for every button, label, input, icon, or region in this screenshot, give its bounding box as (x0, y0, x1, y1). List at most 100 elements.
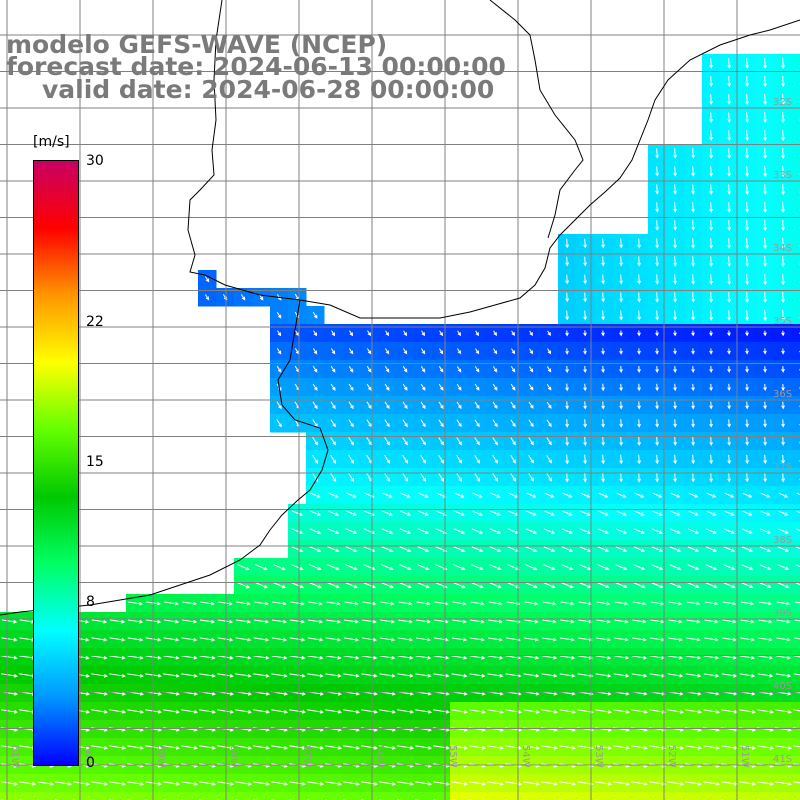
wind-arrow (272, 619, 287, 624)
wind-arrow (416, 619, 431, 624)
wind-arrow (542, 619, 557, 624)
wind-cell (0, 792, 19, 800)
wind-arrow (781, 93, 786, 106)
wind-arrow (489, 546, 502, 553)
wind-arrow (709, 58, 714, 69)
wind-arrow (740, 637, 755, 642)
wind-arrow (795, 546, 800, 550)
wind-arrow (451, 709, 468, 714)
wind-arrow (492, 437, 498, 446)
wind-arrow (109, 745, 126, 750)
wind-arrow (416, 601, 431, 606)
wind-arrow (528, 401, 534, 409)
wind-arrow (601, 348, 605, 355)
wind-arrow (777, 546, 789, 552)
wind-arrow (525, 564, 538, 571)
wind-arrow (541, 781, 558, 786)
wind-cell (216, 792, 235, 800)
wind-arrow (781, 129, 786, 142)
wind-cell (756, 792, 775, 800)
wind-arrow (793, 745, 800, 748)
wind-arrow (399, 510, 411, 516)
wind-arrow (565, 348, 569, 355)
wind-arrow (453, 546, 466, 553)
wind-arrow (745, 366, 749, 373)
wind-arrow (763, 147, 768, 160)
wind-arrow (510, 437, 516, 446)
wind-arrow (775, 781, 792, 786)
wind-arrow (384, 454, 391, 464)
wind-arrow (794, 601, 800, 604)
wind-arrow (691, 256, 696, 267)
valid-date: valid date: 2024-06-28 00:00:00 (42, 75, 495, 104)
wind-arrow (55, 781, 72, 786)
wind-arrow (793, 781, 800, 784)
wind-arrow (271, 673, 288, 678)
wind-arrow (723, 582, 736, 589)
legend-tick-label: 22 (86, 313, 104, 330)
wind-arrow (655, 454, 660, 465)
wind-speed-cells (0, 54, 800, 800)
wind-arrow (420, 348, 426, 355)
wind-arrow (667, 709, 684, 714)
wind-arrow (691, 472, 696, 483)
wind-arrow (276, 348, 282, 355)
wind-arrow (763, 309, 768, 322)
wind-cell (252, 792, 271, 800)
wind-arrow (507, 582, 520, 589)
wind-arrow (597, 546, 610, 552)
wind-arrow (703, 709, 720, 714)
wind-arrow (291, 510, 303, 516)
wind-arrow (619, 401, 623, 410)
wind-arrow (727, 366, 731, 373)
wind-arrow (742, 528, 753, 534)
wind-arrow (745, 383, 749, 392)
wind-arrow (456, 419, 462, 428)
wind-cell (792, 450, 800, 469)
wind-arrow (760, 492, 771, 498)
wind-arrow (619, 330, 623, 337)
wind-arrow (703, 655, 719, 660)
wind-arrow (487, 709, 504, 714)
wind-arrow (565, 365, 569, 374)
wind-arrow (633, 582, 646, 589)
wind-arrow (614, 619, 629, 624)
wind-arrow (565, 310, 570, 321)
wind-arrow (727, 112, 732, 123)
wind-arrow (542, 637, 557, 642)
wind-arrow (745, 202, 750, 213)
wind-arrow (632, 637, 647, 642)
wind-arrow (565, 292, 570, 303)
wind-arrow (655, 401, 659, 410)
wind-arrow (619, 472, 624, 483)
wind-arrow (565, 472, 570, 483)
wind-arrow (655, 148, 660, 159)
wind-arrow (745, 472, 750, 483)
wind-arrow (523, 745, 540, 750)
wind-arrow (91, 673, 108, 678)
wind-arrow (276, 311, 282, 319)
wind-arrow (475, 348, 480, 355)
color-scale-bar (33, 160, 79, 766)
wind-arrow (510, 401, 516, 409)
wind-arrow (415, 655, 432, 660)
wind-arrow (236, 582, 250, 589)
wind-arrow (745, 256, 750, 267)
wind-cell (198, 792, 217, 800)
wind-arrow (474, 472, 481, 482)
wind-arrow (740, 655, 755, 660)
wind-arrow (781, 454, 785, 465)
wind-arrow (398, 582, 412, 589)
wind-arrow (420, 454, 426, 464)
wind-arrow (109, 673, 126, 678)
wind-arrow (199, 673, 216, 678)
wind-arrow (362, 582, 376, 589)
wind-arrow (686, 619, 701, 624)
wind-arrow (781, 165, 786, 178)
wind-arrow (528, 366, 534, 373)
wind-arrow (327, 546, 340, 553)
wind-arrow (709, 238, 714, 249)
wind-arrow (163, 655, 180, 660)
wind-arrow (655, 419, 659, 428)
wind-cell (792, 666, 800, 685)
